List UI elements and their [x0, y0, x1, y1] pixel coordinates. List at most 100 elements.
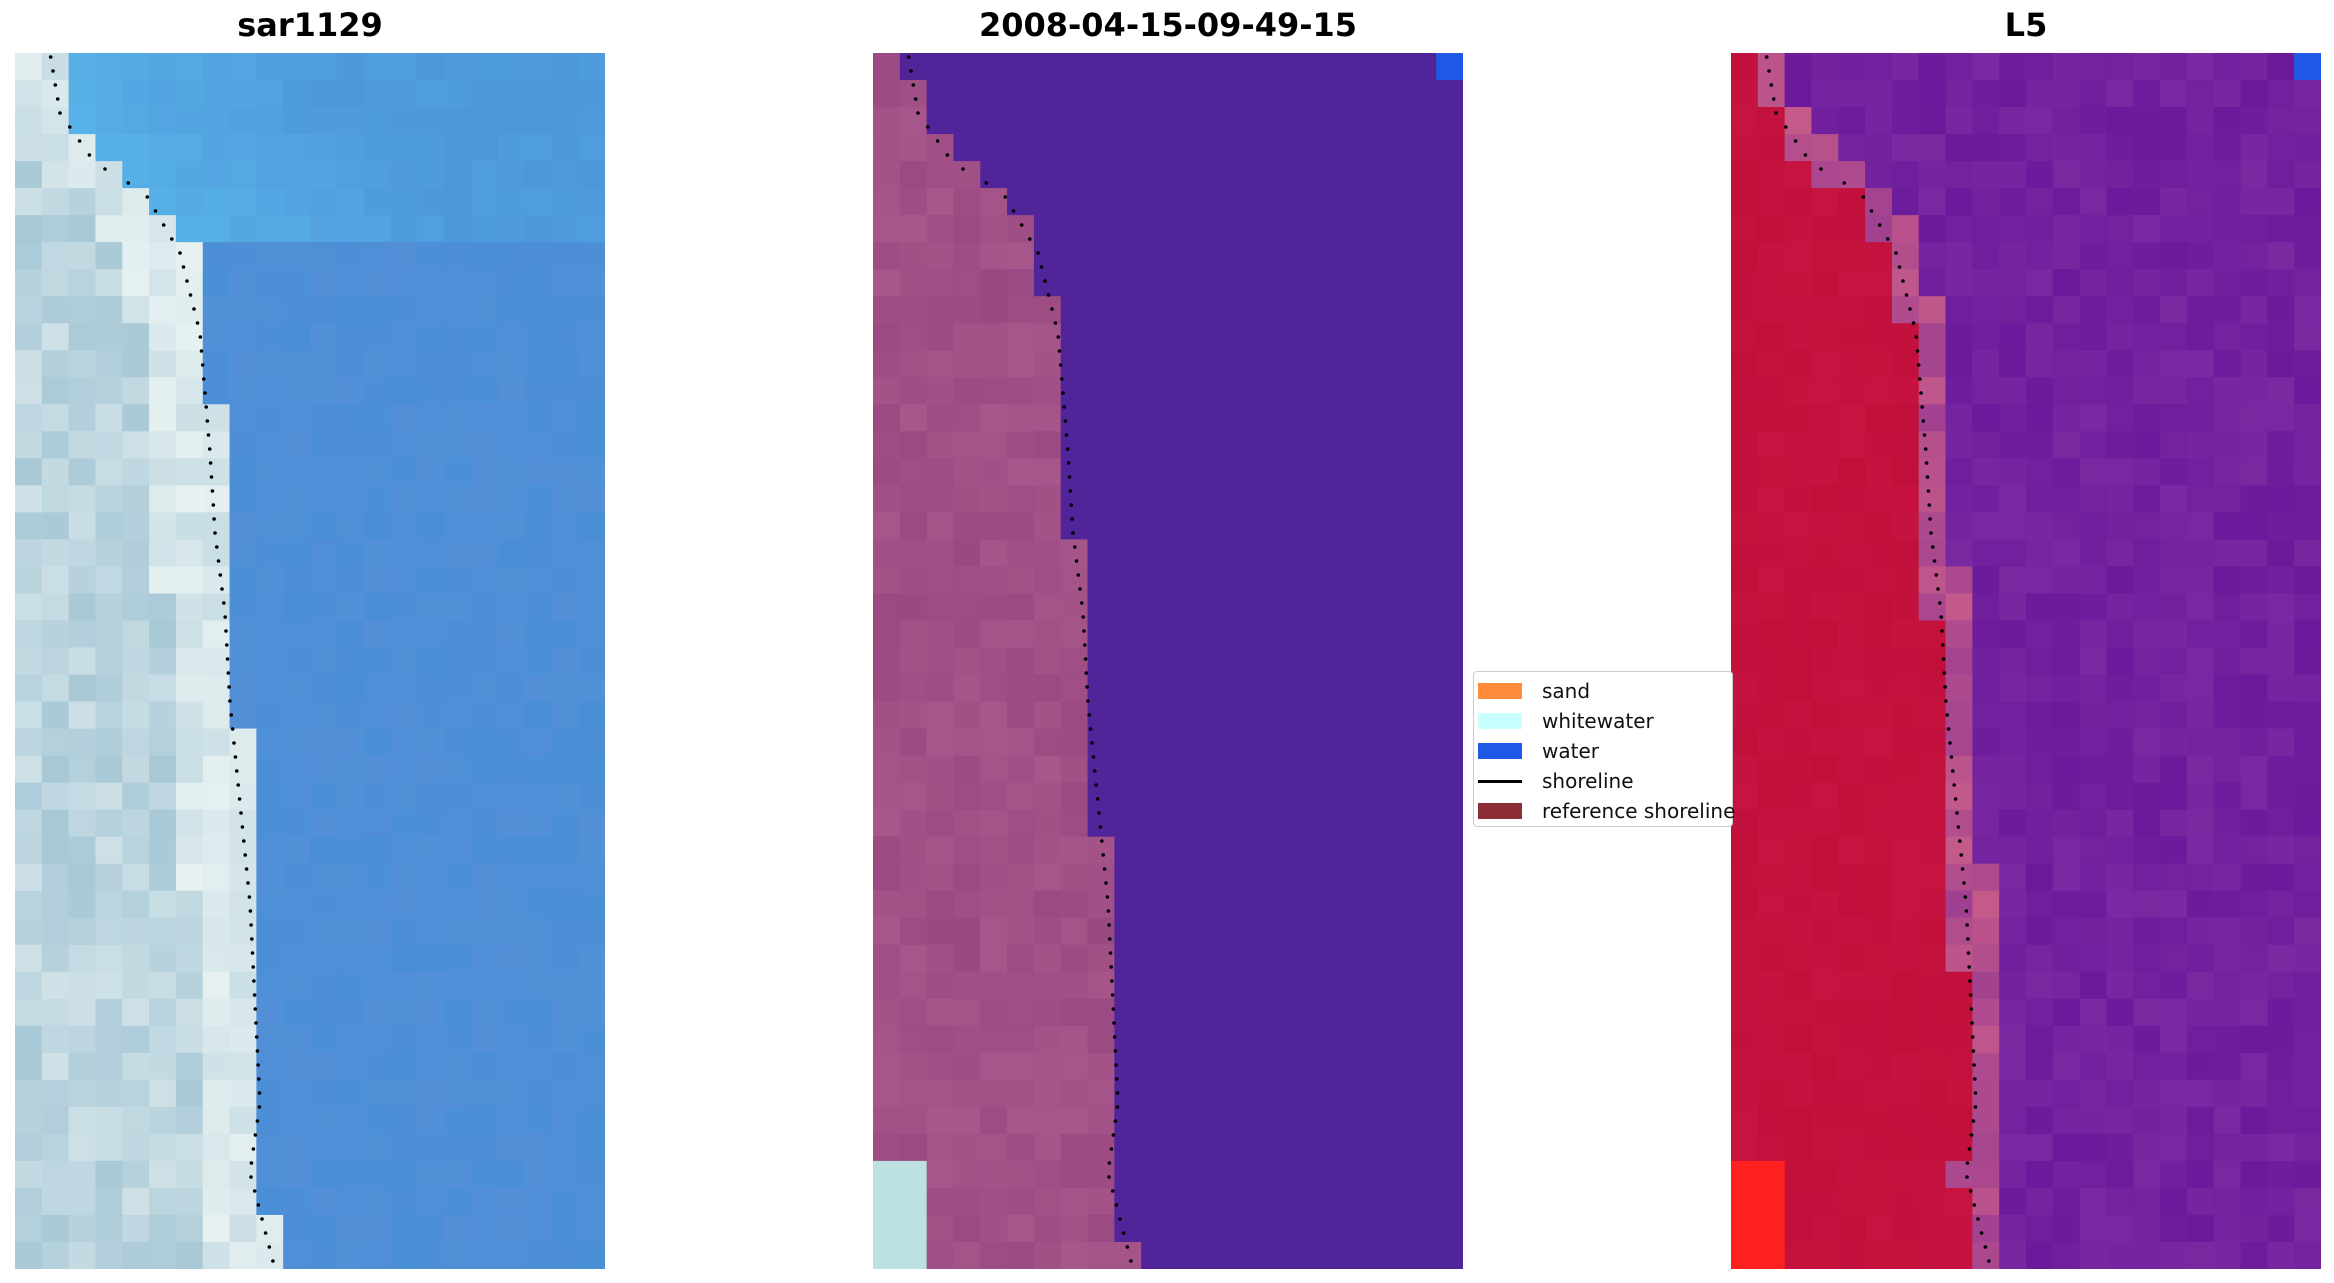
raster-cell: [1409, 1214, 1437, 1243]
raster-cell: [283, 1133, 311, 1162]
raster-cell: [899, 620, 928, 649]
raster-cell: [2267, 485, 2295, 513]
raster-cell: [2294, 539, 2321, 568]
shoreline-dot: [1923, 447, 1928, 451]
raster-cell: [122, 431, 150, 459]
raster-cell: [1168, 1214, 1196, 1243]
raster-cell: [95, 701, 123, 730]
shoreline-dot: [257, 1091, 262, 1095]
raster-cell: [1168, 701, 1196, 730]
raster-cell: [1811, 215, 1839, 243]
raster-cell: [175, 674, 204, 703]
raster-cell: [578, 188, 605, 216]
raster-cell: [926, 134, 955, 162]
raster-cell: [15, 863, 43, 892]
raster-cell: [1436, 998, 1463, 1027]
raster-cell: [953, 593, 981, 622]
shoreline-dot: [260, 1217, 264, 1221]
raster-cell: [926, 917, 955, 946]
raster-cell: [926, 215, 955, 243]
raster-cell: [980, 215, 1008, 243]
raster-cell: [1275, 728, 1303, 757]
raster-cell: [899, 431, 928, 459]
raster-cell: [1409, 350, 1437, 378]
raster-cell: [149, 350, 177, 378]
shoreline-dot: [250, 951, 255, 955]
raster-cell: [2240, 1052, 2268, 1081]
raster-cell: [15, 458, 43, 486]
raster-cell: [2133, 134, 2161, 162]
raster-cell: [2026, 566, 2054, 595]
raster-cell: [95, 161, 123, 189]
raster-cell: [953, 998, 981, 1027]
raster-cell: [1168, 620, 1196, 649]
raster-cell: [363, 458, 392, 486]
raster-cell: [1355, 215, 1384, 243]
raster-cell: [2160, 539, 2188, 568]
raster-cell: [444, 944, 472, 973]
raster-cell: [2160, 998, 2188, 1027]
raster-cell: [1945, 593, 1973, 622]
raster-cell: [15, 539, 43, 568]
shoreline-dot: [1803, 153, 1808, 157]
raster-cell: [41, 1106, 70, 1135]
raster-cell: [95, 134, 123, 162]
raster-cell: [2213, 890, 2242, 919]
raster-cell: [2240, 107, 2268, 135]
raster-cell: [1355, 134, 1384, 162]
raster-cell: [1168, 674, 1196, 703]
raster-cell: [1865, 539, 1893, 568]
raster-cell: [1757, 512, 1786, 540]
raster-cell: [1436, 1106, 1463, 1135]
raster-cell: [1382, 890, 1410, 919]
raster-cell: [283, 134, 311, 162]
raster-cell: [1409, 53, 1437, 81]
raster-cell: [1811, 1052, 1839, 1081]
raster-cell: [497, 701, 526, 730]
shoreline-dot: [229, 713, 233, 717]
raster-cell: [1060, 296, 1089, 324]
raster-cell: [363, 971, 392, 1000]
raster-cell: [202, 836, 231, 865]
raster-cell: [1999, 107, 2027, 135]
raster-cell: [417, 188, 445, 216]
raster-cell: [149, 539, 177, 568]
raster-cell: [1114, 269, 1142, 297]
raster-cell: [41, 107, 70, 135]
raster-cell: [363, 350, 392, 378]
raster-cell: [1275, 485, 1303, 513]
raster-cell: [1221, 863, 1250, 892]
raster-cell: [2160, 1241, 2188, 1269]
raster-cell: [1838, 269, 1866, 297]
shoreline-dot: [228, 699, 232, 703]
raster-cell: [363, 1025, 392, 1054]
raster-cell: [1248, 350, 1276, 378]
raster-cell: [95, 1079, 123, 1108]
raster-cell: [551, 728, 579, 757]
raster-cell: [310, 1106, 338, 1135]
raster-cell: [229, 674, 257, 703]
raster-cell: [444, 755, 472, 784]
raster-cell: [175, 512, 204, 540]
raster-cell: [2079, 863, 2108, 892]
raster-cell: [1114, 1052, 1142, 1081]
raster-cell: [2106, 1214, 2134, 1243]
raster-cell: [1811, 971, 1839, 1000]
shoreline-dot: [1043, 279, 1047, 283]
raster-cell: [283, 1160, 311, 1189]
raster-cell: [1757, 404, 1786, 432]
raster-cell: [497, 296, 526, 324]
raster-cell: [2026, 134, 2054, 162]
raster-cell: [1355, 566, 1384, 595]
shoreline-dot: [1901, 279, 1905, 283]
raster-cell: [2026, 944, 2054, 973]
raster-cell: [229, 890, 257, 919]
raster-cell: [417, 134, 445, 162]
raster-cell: [1972, 377, 2000, 405]
raster-cell: [1033, 377, 1062, 405]
raster-cell: [2133, 944, 2161, 973]
raster-cell: [2240, 161, 2268, 189]
raster-cell: [980, 1079, 1008, 1108]
raster-cell: [1355, 296, 1384, 324]
raster-cell: [497, 1214, 526, 1243]
